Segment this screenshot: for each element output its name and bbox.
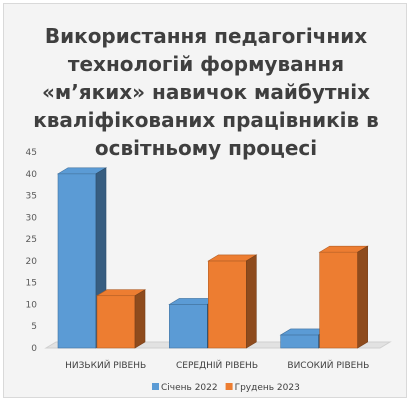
bar bbox=[207, 254, 258, 349]
bar-front bbox=[208, 260, 247, 349]
y-tick-label: 30 bbox=[26, 213, 38, 223]
bar-front bbox=[96, 295, 136, 349]
bar-front bbox=[280, 334, 319, 349]
legend-label: Грудень 2023 bbox=[235, 383, 300, 393]
bars bbox=[56, 167, 369, 349]
bar-side bbox=[357, 245, 368, 349]
bar-front bbox=[319, 251, 358, 349]
x-tick-label: СЕРЕДНІЙ РІВЕНЬ bbox=[176, 359, 258, 371]
y-tick-label: 40 bbox=[26, 170, 38, 180]
bar bbox=[95, 289, 147, 349]
bar-side bbox=[246, 254, 257, 349]
y-tick-label: 25 bbox=[26, 235, 37, 245]
chart-title: Використання педагогічних технологій фор… bbox=[33, 24, 379, 160]
bar-front bbox=[169, 304, 208, 349]
bar bbox=[318, 245, 369, 349]
x-tick-label: ВИСОКИЙ РІВЕНЬ bbox=[287, 359, 369, 371]
legend: Січень 2022 Грудень 2023 bbox=[152, 383, 300, 393]
bar-front bbox=[57, 173, 97, 349]
y-tick-label: 20 bbox=[26, 257, 38, 267]
x-tick-label: НИЗЬКИЙ РІВЕНЬ bbox=[65, 359, 146, 371]
y-tick-label: 45 bbox=[26, 148, 37, 158]
legend-swatch bbox=[225, 383, 233, 390]
y-tick-label: 10 bbox=[26, 300, 38, 310]
y-tick-label: 15 bbox=[26, 279, 37, 289]
y-axis: 0 5 10 15 20 25 30 35 40 45 bbox=[26, 148, 38, 354]
x-axis: НИЗЬКИЙ РІВЕНЬ СЕРЕДНІЙ РІВЕНЬ ВИСОКИЙ РІВ… bbox=[65, 359, 369, 371]
bar-side bbox=[134, 289, 146, 349]
legend-swatch bbox=[152, 383, 159, 390]
legend-label: Січень 2022 bbox=[161, 383, 218, 393]
y-tick-label: 0 bbox=[31, 344, 37, 354]
y-tick-label: 5 bbox=[31, 322, 37, 332]
y-tick-label: 35 bbox=[26, 192, 37, 202]
